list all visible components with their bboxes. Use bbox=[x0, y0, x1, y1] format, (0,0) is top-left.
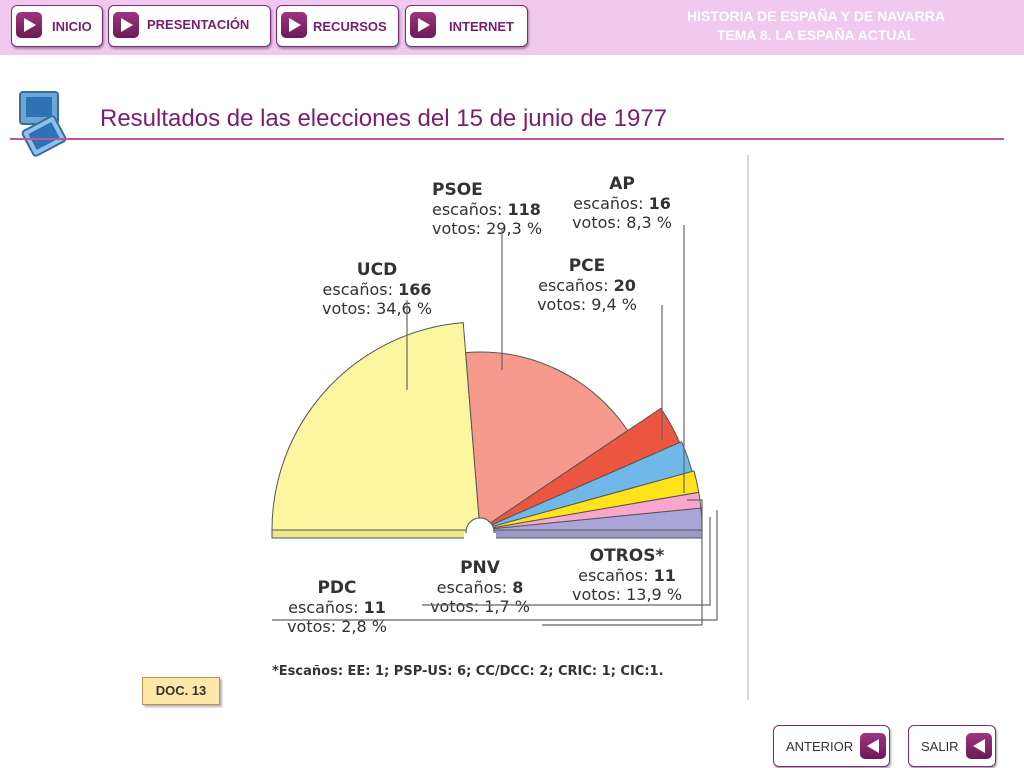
exit-button[interactable]: SALIR bbox=[908, 725, 996, 767]
play-icon bbox=[281, 12, 307, 38]
party-seats: escaños: 11 bbox=[288, 598, 386, 617]
back-arrow-icon bbox=[860, 733, 886, 759]
party-votes: votos: 34,6 % bbox=[322, 299, 432, 318]
nav-label: PRESENTACIÓN bbox=[147, 17, 250, 32]
computer-icon bbox=[18, 90, 72, 167]
back-arrow-icon bbox=[966, 733, 992, 759]
course-title-line2: TEMA 8. LA ESPAÑA ACTUAL bbox=[716, 27, 916, 43]
party-votes: votos: 2,8 % bbox=[287, 617, 387, 636]
party-seats: escaños: 16 bbox=[573, 194, 671, 213]
chart-center-mask bbox=[464, 533, 496, 549]
content-divider bbox=[747, 155, 749, 700]
party-seats: escaños: 20 bbox=[538, 276, 636, 295]
party-name: PDC bbox=[317, 578, 356, 598]
party-votes: votos: 9,4 % bbox=[537, 295, 637, 314]
chart-base bbox=[479, 529, 703, 539]
nav-label: INICIO bbox=[52, 19, 92, 34]
nav-button-presentacion[interactable]: PRESENTACIÓN bbox=[108, 5, 271, 47]
party-votes: votos: 13,9 % bbox=[572, 585, 682, 604]
party-name: OTROS* bbox=[590, 546, 665, 566]
nav-label: INTERNET bbox=[449, 19, 514, 34]
party-name: AP bbox=[609, 174, 635, 194]
title-divider bbox=[10, 138, 1004, 140]
exit-label: SALIR bbox=[921, 739, 959, 754]
party-votes: votos: 29,3 % bbox=[432, 219, 542, 238]
party-seats: escaños: 118 bbox=[432, 200, 541, 219]
previous-button[interactable]: ANTERIOR bbox=[773, 725, 890, 767]
play-icon bbox=[410, 12, 436, 38]
party-seats: escaños: 11 bbox=[578, 566, 676, 585]
party-votes: votos: 1,7 % bbox=[430, 597, 530, 616]
nav-button-inicio[interactable]: INICIO bbox=[11, 5, 103, 47]
nav-label: RECURSOS bbox=[313, 19, 387, 34]
document-badge[interactable]: DOC. 13 bbox=[142, 677, 220, 705]
leader-line bbox=[422, 517, 711, 606]
party-votes: votos: 8,3 % bbox=[572, 213, 672, 232]
party-name: PNV bbox=[460, 558, 501, 578]
play-icon bbox=[16, 12, 42, 38]
previous-label: ANTERIOR bbox=[786, 739, 854, 754]
leader-line bbox=[272, 510, 718, 621]
party-seats: escaños: 8 bbox=[437, 578, 524, 597]
chart-base-left bbox=[271, 529, 481, 539]
page-title: Resultados de las elecciones del 15 de j… bbox=[100, 105, 668, 132]
chart-footnote: *Escaños: EE: 1; PSP-US: 6; CC/DCC: 2; C… bbox=[272, 664, 664, 679]
slice-psoe bbox=[465, 351, 629, 531]
leader-line bbox=[542, 499, 703, 626]
party-name: UCD bbox=[357, 260, 397, 280]
course-title-line1: HISTORIA DE ESPAÑA Y DE NAVARRA bbox=[686, 8, 945, 24]
play-icon bbox=[113, 12, 139, 38]
party-seats: escaños: 166 bbox=[323, 280, 432, 299]
nav-button-internet[interactable]: INTERNET bbox=[405, 5, 528, 47]
slice-ucd bbox=[271, 322, 481, 531]
top-navigation-bar: INICIO PRESENTACIÓN RECURSOS INTERNET HI… bbox=[0, 0, 1024, 55]
course-title: HISTORIA DE ESPAÑA Y DE NAVARRA TEMA 8. … bbox=[646, 7, 986, 45]
party-name: PCE bbox=[569, 256, 606, 276]
party-name: PSOE bbox=[432, 180, 483, 200]
nav-button-recursos[interactable]: RECURSOS bbox=[276, 5, 399, 47]
